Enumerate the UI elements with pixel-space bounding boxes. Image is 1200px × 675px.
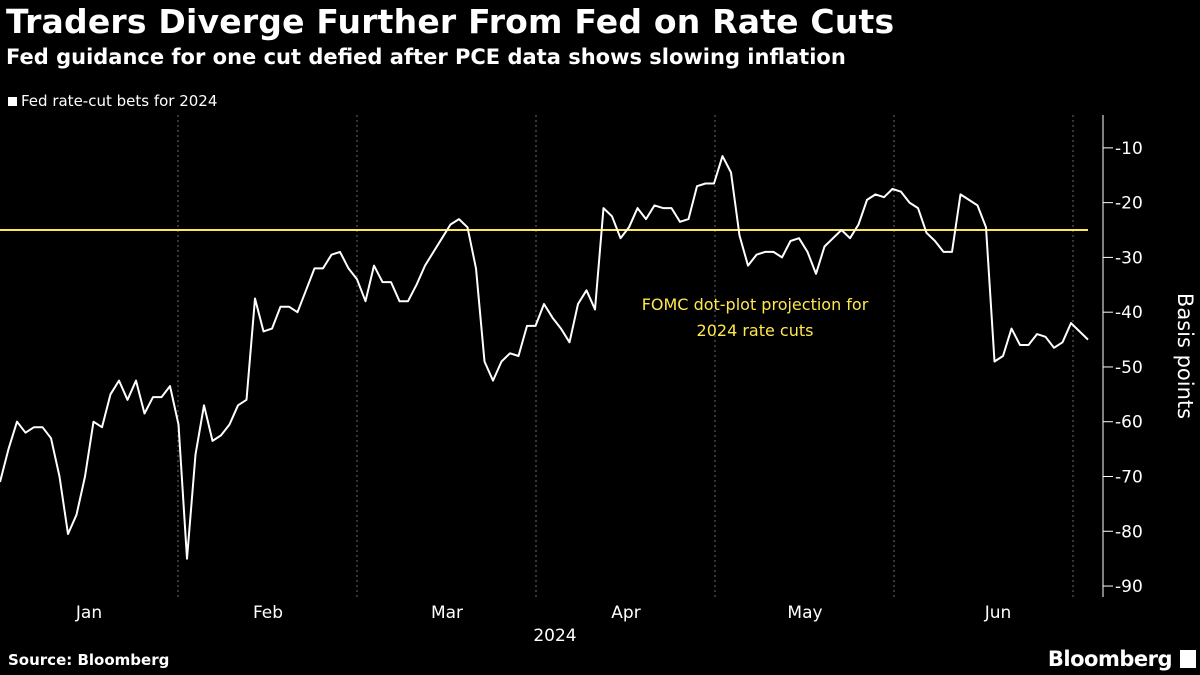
x-tick-label-feb: Feb (253, 603, 283, 623)
bloomberg-mark-icon (1180, 650, 1196, 668)
legend-swatch (8, 96, 17, 106)
x-tick-label-jan: Jan (75, 603, 102, 623)
chart-title: Traders Diverge Further From Fed on Rate… (6, 2, 895, 41)
y-tick-label: -50 (1115, 358, 1143, 378)
chart-subtitle: Fed guidance for one cut defied after PC… (6, 45, 846, 69)
y-tick-label: -90 (1115, 577, 1143, 597)
legend-label: Fed rate-cut bets for 2024 (21, 92, 218, 110)
bloomberg-logo: Bloomberg (1047, 647, 1173, 671)
y-tick-label: -30 (1115, 248, 1143, 268)
y-axis: -10 -20 -30 -40 -50 -60 -70 -80 -90 (1102, 115, 1143, 597)
y-tick-label: -70 (1115, 468, 1143, 488)
y-tick-label: -40 (1115, 303, 1143, 323)
x-axis: Jan Feb Mar Apr May Jun (75, 603, 1011, 623)
source-note: Source: Bloomberg (8, 651, 170, 669)
fomc-annotation-line-1: FOMC dot-plot projection for (642, 295, 869, 314)
rate-cut-bets-line (0, 155, 1089, 560)
x-tick-label-apr: Apr (611, 603, 640, 623)
y-axis-label: Basis points (1173, 293, 1197, 419)
fomc-annotation: FOMC dot-plot projection for 2024 rate c… (642, 295, 869, 340)
x-axis-year-label: 2024 (533, 626, 576, 646)
x-tick-label-may: May (787, 603, 822, 623)
x-tick-label-jun: Jun (984, 603, 1012, 623)
y-tick-label: -10 (1115, 139, 1143, 159)
grid-layer (177, 115, 1074, 597)
fomc-annotation-line-2: 2024 rate cuts (697, 321, 814, 340)
y-tick-label: -20 (1115, 194, 1143, 214)
y-tick-label: -80 (1115, 522, 1143, 542)
y-tick-label: -60 (1115, 413, 1143, 433)
legend: Fed rate-cut bets for 2024 (8, 92, 217, 110)
x-tick-label-mar: Mar (431, 603, 463, 623)
